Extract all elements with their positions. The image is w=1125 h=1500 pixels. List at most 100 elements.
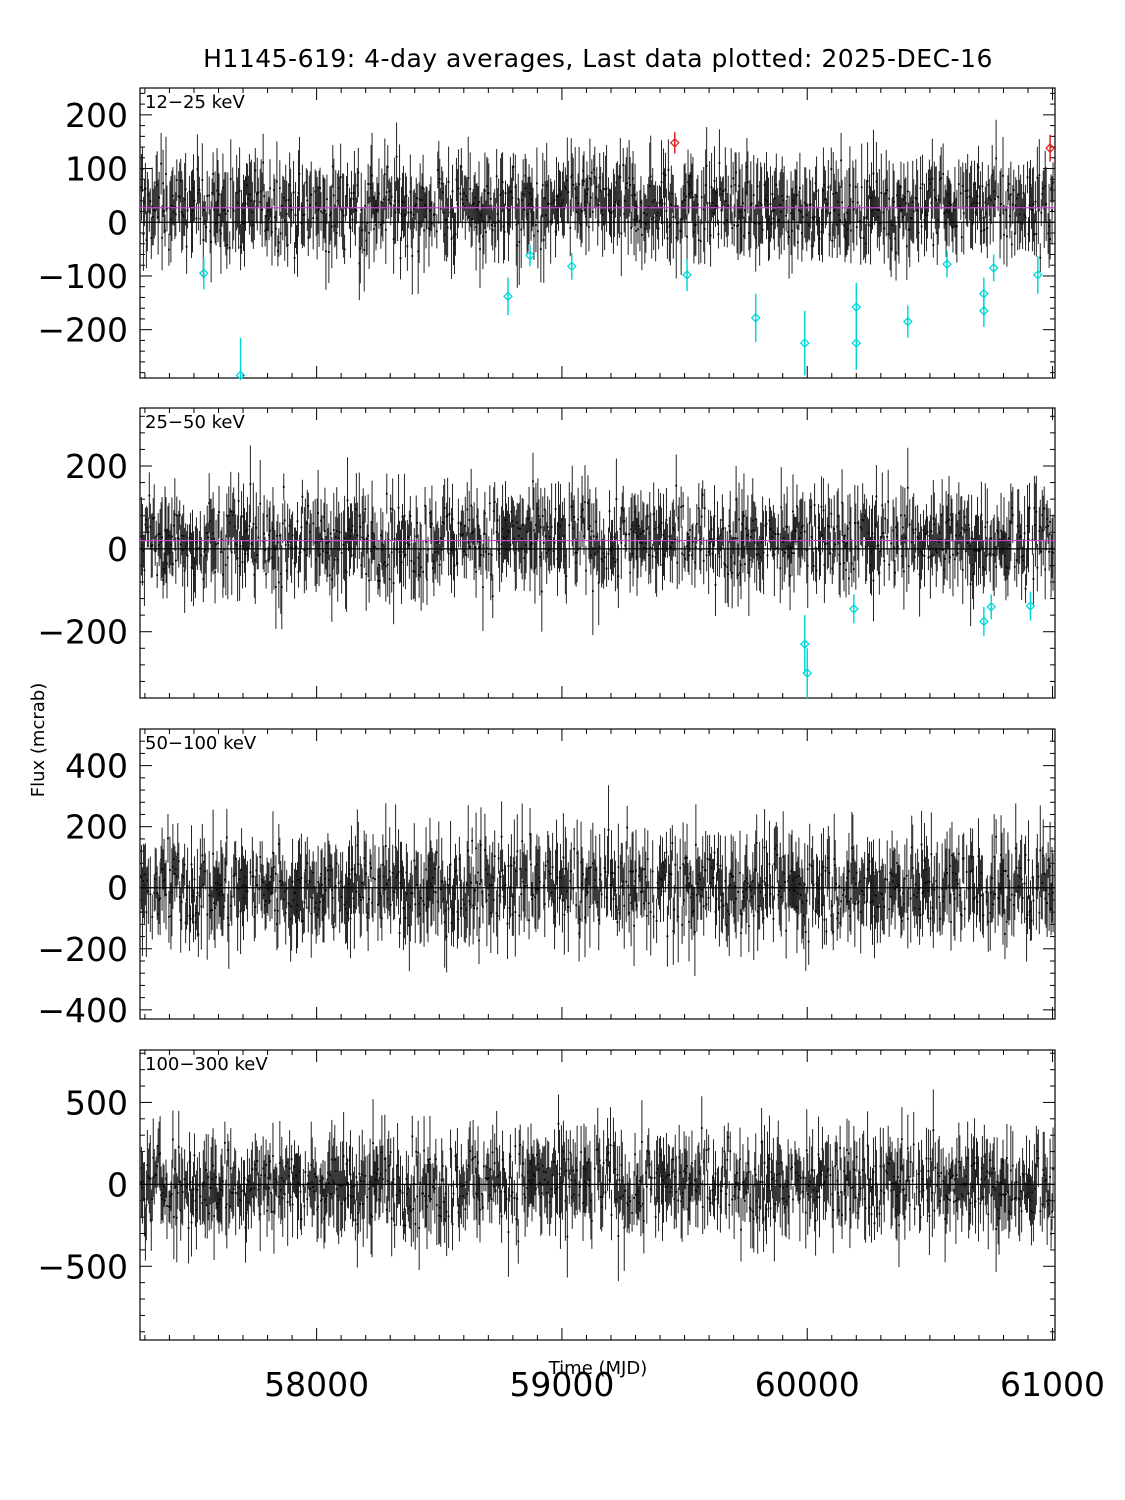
data-point [988, 196, 991, 199]
data-point [273, 866, 275, 868]
data-point [531, 542, 533, 545]
data-point [906, 190, 909, 193]
data-point [950, 513, 952, 516]
data-point [331, 897, 334, 899]
data-point [239, 545, 242, 548]
data-point [497, 219, 500, 222]
data-point [351, 868, 354, 871]
data-point [884, 517, 887, 520]
data-point [616, 202, 619, 205]
data-point [688, 192, 690, 195]
data-point [620, 861, 623, 864]
data-point [321, 883, 323, 886]
data-point [357, 863, 360, 866]
data-point [603, 867, 606, 869]
data-point [999, 551, 1001, 554]
data-point [192, 187, 195, 189]
data-point [329, 869, 332, 872]
data-point [482, 235, 484, 238]
data-point [592, 168, 595, 171]
data-point [679, 866, 682, 869]
data-point [747, 571, 750, 574]
data-point [906, 486, 909, 489]
data-point [433, 213, 436, 216]
data-point [197, 192, 200, 195]
data-point [1044, 568, 1047, 571]
data-point [334, 884, 337, 887]
data-point [899, 205, 901, 208]
data-point [599, 873, 602, 876]
data-point [794, 528, 796, 531]
data-point [1000, 529, 1002, 532]
data-point [480, 554, 482, 556]
data-point [1008, 215, 1011, 218]
data-point [725, 902, 728, 905]
data-point [697, 239, 700, 242]
data-point [940, 177, 943, 179]
data-point [284, 912, 287, 914]
data-point [555, 851, 558, 854]
data-point [409, 191, 412, 193]
data-point [305, 880, 308, 883]
data-point [653, 198, 656, 201]
data-point [743, 235, 745, 238]
data-point [251, 875, 254, 878]
data-point [631, 524, 633, 527]
data-point [745, 191, 747, 194]
data-point [324, 210, 326, 212]
data-point [288, 184, 291, 187]
data-point [276, 541, 279, 544]
data-point [327, 540, 330, 543]
data-point [641, 542, 643, 545]
data-point [985, 554, 988, 557]
data-point [673, 908, 676, 911]
data-point [655, 214, 658, 217]
data-point [206, 195, 209, 197]
data-point [653, 528, 656, 530]
data-point [345, 195, 348, 197]
data-point [222, 573, 224, 576]
data-point [524, 550, 527, 553]
data-point [441, 880, 444, 883]
data-point [925, 211, 928, 214]
data-point [495, 531, 498, 533]
data-point [600, 558, 603, 560]
data-point [510, 864, 513, 867]
data-point [563, 535, 566, 537]
data-point [262, 161, 265, 164]
data-point [504, 192, 507, 195]
data-point [601, 213, 604, 216]
data-point [818, 545, 821, 548]
data-point [238, 190, 241, 192]
data-point [278, 187, 281, 189]
plot-frame [139, 728, 1056, 1020]
data-point [656, 211, 659, 214]
data-point [346, 184, 349, 186]
data-point [591, 862, 594, 865]
data-point [893, 200, 895, 203]
data-point [726, 566, 729, 568]
data-point [361, 536, 364, 539]
data-point [865, 216, 868, 219]
data-point [591, 210, 594, 213]
data-point [762, 551, 765, 554]
data-point [380, 201, 383, 204]
data-point [962, 528, 965, 531]
data-point [527, 213, 529, 216]
data-point [1037, 209, 1040, 212]
data-point [641, 868, 644, 871]
data-point [366, 916, 369, 919]
data-point [473, 202, 476, 205]
data-point [695, 522, 698, 525]
data-point [614, 201, 617, 203]
data-point [759, 891, 762, 893]
data-point [944, 211, 947, 214]
data-point [785, 525, 788, 528]
data-point [908, 523, 911, 526]
data-point [540, 214, 543, 217]
data-point [649, 546, 652, 549]
data-point [641, 530, 644, 533]
data-point [465, 195, 468, 198]
data-point [475, 570, 477, 573]
data-point [724, 879, 727, 882]
